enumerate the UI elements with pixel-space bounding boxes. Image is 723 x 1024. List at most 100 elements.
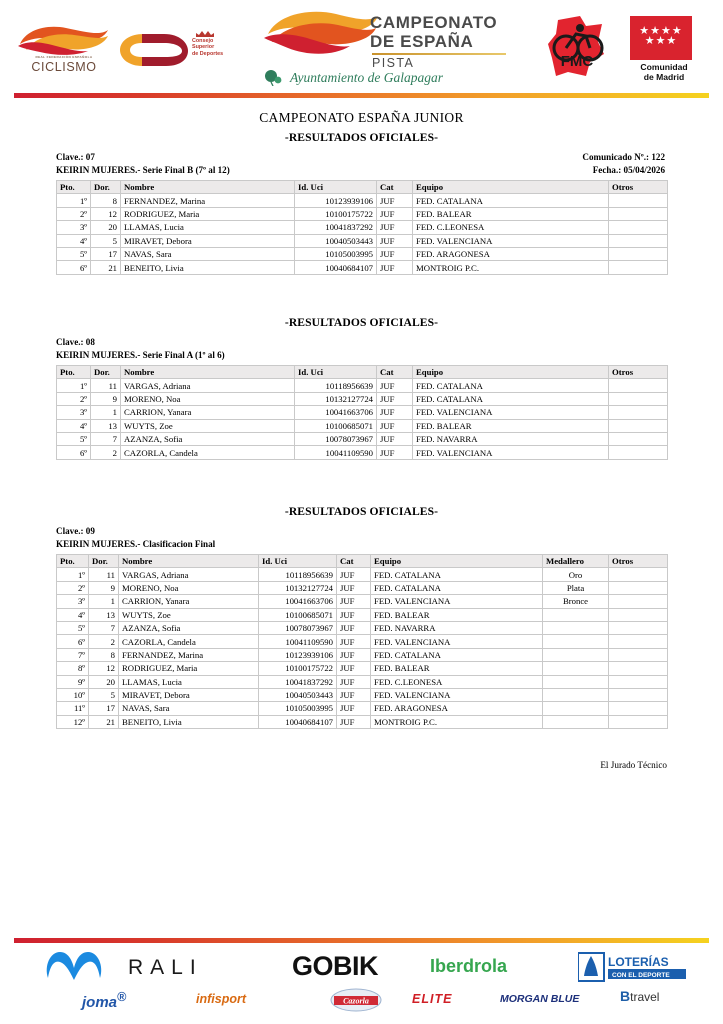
cell-equipo: MONTROIG P.C. — [412, 260, 609, 275]
cell-otros — [608, 620, 668, 636]
cell-dor: 7 — [90, 431, 121, 447]
header-gradient-bar — [14, 93, 709, 98]
madrid-flag-box — [630, 16, 692, 60]
column-header: Equipo — [370, 553, 543, 569]
cell-pto: 5º — [56, 431, 91, 447]
cell-equipo: FED. ARAGONESA — [412, 246, 609, 262]
cell-medallero: Oro — [542, 567, 609, 582]
elite-logo: ELITE — [412, 992, 453, 1006]
cell-pto: 5º — [56, 620, 89, 636]
results-section: -RESULTADOS OFICIALES- Clave.: 08 KEIRIN M… — [56, 316, 668, 460]
championship-discipline: PISTA — [372, 56, 415, 70]
cell-equipo: FED. CATALANA — [412, 193, 609, 208]
cell-uci: 10041663706 — [258, 594, 337, 609]
cell-cat: JUF — [376, 445, 413, 460]
cell-otros — [608, 714, 668, 730]
cell-otros — [608, 634, 668, 649]
cell-uci: 10100685071 — [294, 418, 377, 433]
table-row: 9º 20 LLAMAS, Lucia 10041837292 JUF FED. C.LE… — [56, 674, 668, 689]
cell-cat: JUF — [376, 260, 413, 275]
cell-uci: 10118956639 — [258, 567, 337, 582]
cell-cat: JUF — [376, 418, 413, 433]
cell-medallero — [542, 701, 609, 716]
cell-cat: JUF — [376, 378, 413, 393]
cell-pto: 3º — [56, 594, 89, 609]
csd-mark-icon — [120, 34, 188, 66]
cell-equipo: FED. VALENCIANA — [412, 405, 609, 420]
host-city-label: Ayuntamiento de Galapagar — [290, 70, 443, 85]
cell-uci: 10078073967 — [294, 431, 377, 447]
cell-pto: 6º — [56, 634, 89, 649]
cell-dor: 9 — [88, 580, 119, 596]
table-header-row: Pto. Dor. Nombre Id. Uci Cat Equipo Medallero O… — [56, 553, 668, 569]
column-header: Dor. — [90, 179, 121, 195]
footer-gradient-bar — [14, 938, 709, 943]
cell-equipo: FED. VALENCIANA — [370, 594, 543, 609]
cell-cat: JUF — [376, 233, 413, 248]
cell-cat: JUF — [336, 701, 371, 716]
svg-text:LOTERÍAS: LOTERÍAS — [608, 954, 669, 969]
column-header: Cat — [376, 364, 413, 380]
cell-equipo: FED. VALENCIANA — [412, 233, 609, 248]
cell-dor: 7 — [88, 620, 119, 636]
cell-pto: 11º — [56, 701, 89, 716]
madrid-stars: ★★★★ ★★★ — [639, 25, 683, 47]
table-row: 3º 1 CARRION, Yanara 10041663706 JUF FED. VAL… — [56, 594, 668, 609]
cell-medallero — [542, 620, 609, 636]
cell-equipo: FED. NAVARRA — [370, 620, 543, 636]
cell-equipo: FED. BALEAR — [412, 206, 609, 222]
cell-pto: 6º — [56, 445, 91, 460]
cell-medallero — [542, 661, 609, 676]
cell-equipo: FED. BALEAR — [370, 661, 543, 676]
column-header: Cat — [376, 179, 413, 195]
cell-cat: JUF — [336, 594, 371, 609]
cell-otros — [608, 701, 668, 716]
crown-icon — [196, 31, 214, 37]
cell-dor: 21 — [90, 260, 121, 275]
page-title: CAMPEONATO ESPAÑA JUNIOR — [259, 110, 464, 125]
cell-equipo: FED. C.LEONESA — [370, 674, 543, 689]
cell-otros — [608, 647, 668, 663]
cell-pto: 1º — [56, 567, 89, 582]
cell-pto: 2º — [56, 206, 91, 222]
table-row: 2º 9 MORENO, Noa 10132127724 JUF FED. CATALAN… — [56, 391, 668, 407]
cell-nombre: CAZORLA, Candela — [120, 445, 295, 460]
cell-uci: 10078073967 — [258, 620, 337, 636]
cell-uci: 10041109590 — [294, 445, 377, 460]
cell-dor: 11 — [88, 567, 119, 582]
cell-nombre: CAZORLA, Candela — [118, 634, 259, 649]
table-row: 6º 2 CAZORLA, Candela 10041109590 JUF FED. VA… — [56, 445, 668, 460]
cell-pto: 3º — [56, 220, 91, 235]
cell-equipo: FED. ARAGONESA — [370, 701, 543, 716]
column-header: Dor. — [88, 553, 119, 569]
cell-pto: 10º — [56, 687, 89, 703]
cycling-swoosh-icon — [18, 26, 108, 55]
column-header: Cat — [336, 553, 371, 569]
cell-equipo: FED. BALEAR — [412, 418, 609, 433]
cell-uci: 10118956639 — [294, 378, 377, 393]
cell-pto: 9º — [56, 674, 89, 689]
cazorla-logo: Cazorla — [330, 988, 382, 1012]
cell-uci: 10040503443 — [294, 233, 377, 248]
cell-pto: 4º — [56, 418, 91, 433]
cell-dor: 20 — [88, 674, 119, 689]
cell-medallero — [542, 687, 609, 703]
cell-equipo: FED. VALENCIANA — [370, 634, 543, 649]
section-meta-event: KEIRIN MUJERES.- Serie Final A (1º al 6) — [56, 350, 667, 363]
section-meta-clave: Clave.: 07 Comunicado Nº.: 122 — [56, 152, 667, 165]
cell-otros — [608, 233, 668, 248]
svg-text:CON EL DEPORTE: CON EL DEPORTE — [612, 972, 670, 979]
cell-pto: 8º — [56, 661, 89, 676]
cell-nombre: BENEITO, Livia — [120, 260, 295, 275]
cell-nombre: MORENO, Noa — [118, 580, 259, 596]
cell-otros — [608, 405, 668, 420]
cell-cat: JUF — [336, 674, 371, 689]
section-title: -RESULTADOS OFICIALES- — [284, 505, 439, 518]
cell-cat: JUF — [336, 580, 371, 596]
column-header: Otros — [608, 553, 668, 569]
cell-otros — [608, 580, 668, 596]
table-row: 2º 12 RODRIGUEZ, Maria 10100175722 JUF FED. B… — [56, 206, 668, 222]
table-row: 6º 21 BENEITO, Livia 10040684107 JUF MONTROIG… — [56, 260, 668, 275]
table-row: 8º 12 RODRIGUEZ, Maria 10100175722 JUF FED. B… — [56, 661, 668, 676]
cell-dor: 13 — [90, 418, 121, 433]
